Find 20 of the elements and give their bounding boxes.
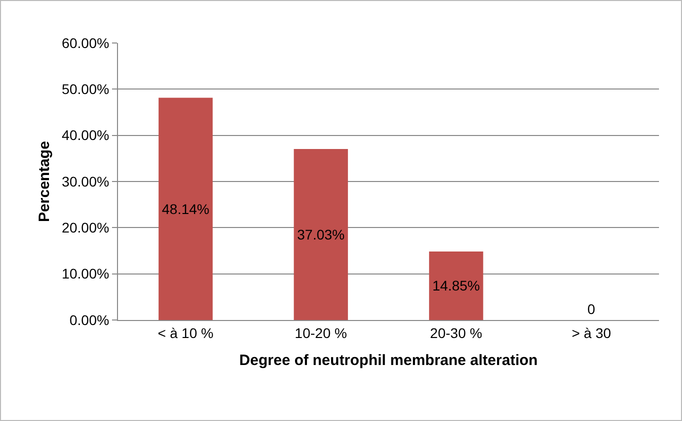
x-tick-label: 20-30 % — [430, 324, 482, 341]
y-tick-label: 30.00% — [62, 173, 110, 190]
bar — [294, 149, 348, 320]
x-tick-label: > à 30 — [572, 324, 612, 341]
y-tick-label: 10.00% — [62, 266, 110, 282]
y-tick-label: 40.00% — [62, 127, 110, 144]
y-tick-label: 60.00% — [62, 34, 110, 51]
data-label: 48.14% — [162, 200, 210, 217]
y-tick-label: 50.00% — [62, 81, 110, 98]
y-tick-label: 0.00% — [69, 312, 110, 328]
y-tick-label: 20.00% — [62, 220, 110, 236]
bar — [429, 251, 484, 320]
data-label: 37.03% — [297, 226, 345, 243]
x-axis-title: Degree of neutrophil membrane alteration — [239, 352, 538, 369]
x-tick-label: 10-20 % — [294, 324, 347, 341]
y-axis-title: Percentage — [36, 141, 53, 222]
data-label: 0 — [587, 301, 596, 317]
x-tick-label: < à 10 % — [158, 324, 214, 341]
bar — [158, 98, 213, 320]
data-label: 14.85% — [432, 278, 480, 294]
